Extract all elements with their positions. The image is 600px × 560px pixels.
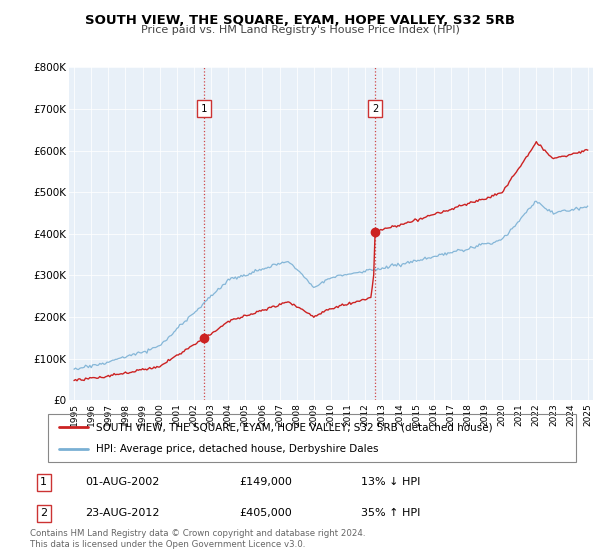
Text: 2: 2: [372, 104, 378, 114]
Text: Contains HM Land Registry data © Crown copyright and database right 2024.
This d: Contains HM Land Registry data © Crown c…: [30, 529, 365, 549]
Text: 1: 1: [40, 477, 47, 487]
Text: 2: 2: [40, 508, 47, 519]
Text: 13% ↓ HPI: 13% ↓ HPI: [361, 477, 421, 487]
Text: HPI: Average price, detached house, Derbyshire Dales: HPI: Average price, detached house, Derb…: [95, 444, 378, 454]
Text: SOUTH VIEW, THE SQUARE, EYAM, HOPE VALLEY, S32 5RB (detached house): SOUTH VIEW, THE SQUARE, EYAM, HOPE VALLE…: [95, 422, 492, 432]
Text: 23-AUG-2012: 23-AUG-2012: [85, 508, 160, 519]
Text: 01-AUG-2002: 01-AUG-2002: [85, 477, 160, 487]
Text: £149,000: £149,000: [240, 477, 293, 487]
Text: SOUTH VIEW, THE SQUARE, EYAM, HOPE VALLEY, S32 5RB: SOUTH VIEW, THE SQUARE, EYAM, HOPE VALLE…: [85, 14, 515, 27]
Text: £405,000: £405,000: [240, 508, 293, 519]
Text: Price paid vs. HM Land Registry's House Price Index (HPI): Price paid vs. HM Land Registry's House …: [140, 25, 460, 35]
Text: 35% ↑ HPI: 35% ↑ HPI: [361, 508, 421, 519]
Text: 1: 1: [201, 104, 207, 114]
